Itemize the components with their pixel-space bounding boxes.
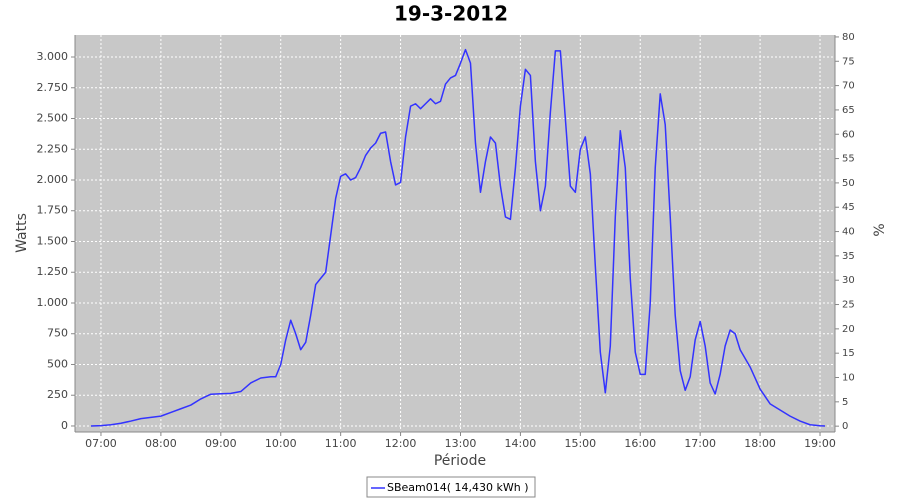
series-line <box>90 48 826 427</box>
y-tick-label: 1.500 <box>37 234 69 247</box>
y-tick-label: 1.750 <box>37 204 69 217</box>
y2-tick-label: 25 <box>842 300 855 311</box>
x-tick-label: 14:00 <box>505 437 537 450</box>
x-axis-title: Période <box>434 453 486 469</box>
chart-title: 19-3-2012 <box>394 2 508 26</box>
y2-tick-label: 0 <box>842 421 848 432</box>
x-tick-label: 13:00 <box>445 437 477 450</box>
y-tick-label: 2.250 <box>37 142 69 155</box>
y2-tick-label: 15 <box>842 348 855 359</box>
y-tick-label: 1.250 <box>37 265 69 278</box>
y2-tick-label: 60 <box>842 129 855 140</box>
x-tick-label: 09:00 <box>205 437 237 450</box>
x-tick-label: 15:00 <box>564 437 596 450</box>
legend-box <box>366 476 536 498</box>
x-tick-label: 18:00 <box>744 437 776 450</box>
y-tick-label: 2.750 <box>37 81 69 94</box>
y-tick-label: 1.000 <box>37 296 69 309</box>
y-axis-title: Watts <box>14 213 30 253</box>
y-tick-label: 0 <box>61 419 68 432</box>
x-tick-label: 12:00 <box>385 437 417 450</box>
y2-tick-label: 5 <box>842 397 848 408</box>
y2-axis-title: % <box>872 223 888 236</box>
y2-tick-label: 70 <box>842 81 855 92</box>
x-tick-label: 07:00 <box>85 437 117 450</box>
y2-tick-label: 45 <box>842 202 855 213</box>
x-tick-label: 19:00 <box>804 437 836 450</box>
y-tick-label: 500 <box>47 357 68 370</box>
x-tick-label: 10:00 <box>265 437 297 450</box>
y2-tick-label: 20 <box>842 324 855 335</box>
y2-tick-label: 75 <box>842 56 855 67</box>
y2-tick-label: 50 <box>842 178 855 189</box>
y-tick-label: 2.000 <box>37 173 69 186</box>
y2-tick-label: 40 <box>842 227 855 238</box>
y-tick-label: 250 <box>47 388 68 401</box>
y2-tick-label: 55 <box>842 154 855 165</box>
x-tick-label: 16:00 <box>624 437 656 450</box>
y2-tick-label: 30 <box>842 275 855 286</box>
y2-tick-label: 80 <box>842 32 855 43</box>
y-tick-label: 750 <box>47 327 68 340</box>
legend-label: SBeam014( 14,430 kWh ) <box>387 481 529 494</box>
y-tick-label: 3.000 <box>37 50 69 63</box>
x-tick-label: 08:00 <box>145 437 177 450</box>
x-tick-label: 17:00 <box>684 437 716 450</box>
y2-tick-label: 35 <box>842 251 855 262</box>
y-tick-label: 2.500 <box>37 112 69 125</box>
y2-tick-label: 65 <box>842 105 855 116</box>
x-tick-label: 11:00 <box>325 437 357 450</box>
y2-tick-label: 10 <box>842 373 855 384</box>
